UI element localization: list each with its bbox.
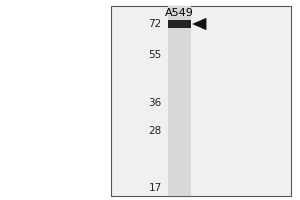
Polygon shape: [193, 18, 206, 30]
Bar: [168, 6, 191, 196]
Text: 17: 17: [148, 183, 162, 193]
Bar: [168, 20, 191, 28]
Text: 72: 72: [148, 19, 162, 29]
Text: 28: 28: [148, 126, 162, 136]
Text: A549: A549: [165, 8, 194, 18]
Text: 55: 55: [148, 50, 162, 60]
Bar: [111, 6, 291, 196]
Text: 36: 36: [148, 98, 162, 108]
